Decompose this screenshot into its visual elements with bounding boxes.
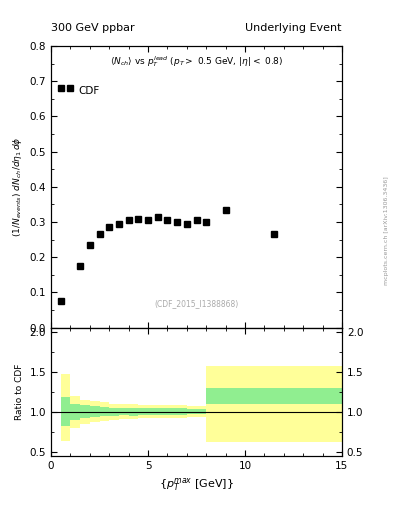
X-axis label: $\{p_T^{max}$ [GeV]$\}$: $\{p_T^{max}$ [GeV]$\}$ (159, 476, 234, 493)
Text: 300 GeV ppbar: 300 GeV ppbar (51, 23, 135, 33)
Text: mcplots.cern.ch [arXiv:1306.3436]: mcplots.cern.ch [arXiv:1306.3436] (384, 176, 389, 285)
Y-axis label: $(1/N_{events})\ dN_{ch}/d\eta_1\,d\phi$: $(1/N_{events})\ dN_{ch}/d\eta_1\,d\phi$ (11, 137, 24, 237)
Text: (CDF_2015_I1388868): (CDF_2015_I1388868) (154, 299, 239, 308)
Y-axis label: Ratio to CDF: Ratio to CDF (15, 364, 24, 420)
Text: CDF: CDF (79, 86, 100, 96)
Text: Underlying Event: Underlying Event (245, 23, 342, 33)
Text: $\langle N_{ch}\rangle$ vs $p_T^{lead}$ ($p_T >$ 0.5 GeV, $|\eta| <$ 0.8): $\langle N_{ch}\rangle$ vs $p_T^{lead}$ … (110, 55, 283, 70)
